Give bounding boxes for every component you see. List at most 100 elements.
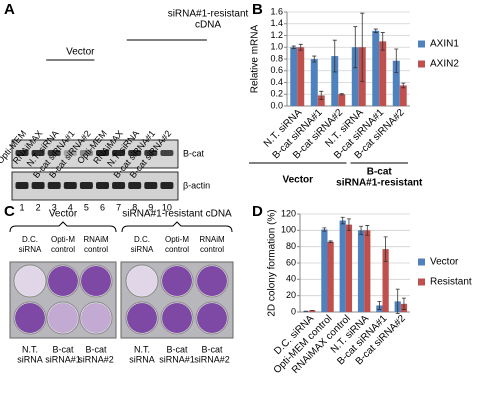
well-colonies xyxy=(127,303,157,333)
error-bar xyxy=(312,55,317,63)
well-label: N.T. xyxy=(22,344,38,354)
error-bar xyxy=(298,43,303,51)
well-colonies xyxy=(162,303,192,333)
panel-letter: C xyxy=(4,203,15,220)
group-label: Vector xyxy=(49,209,78,220)
bar xyxy=(310,59,318,106)
well-colonies xyxy=(15,266,45,296)
error-bar xyxy=(332,39,337,73)
well-colonies xyxy=(81,303,111,333)
lane-number: 10 xyxy=(162,202,172,212)
legend-label: Vector xyxy=(430,257,459,268)
y-tick-label: 1.6 xyxy=(270,6,283,16)
bar xyxy=(357,230,365,312)
legend-swatch xyxy=(418,40,425,48)
blot-band xyxy=(79,150,93,156)
bar xyxy=(392,60,400,106)
y-tick-label: 0.6 xyxy=(270,65,283,75)
error-bar xyxy=(328,240,333,243)
legend-swatch xyxy=(418,278,425,286)
well-colonies xyxy=(81,266,111,296)
bar xyxy=(339,220,346,312)
group-label: siRNA#1-resistant xyxy=(168,9,249,20)
blot-band xyxy=(47,150,61,156)
bar xyxy=(302,311,310,312)
blot-band xyxy=(112,182,126,189)
y-tick-label: 20 xyxy=(286,290,296,300)
blot-band xyxy=(144,150,158,156)
lane-number: 4 xyxy=(68,202,73,212)
well xyxy=(46,301,80,335)
group-label: Vector xyxy=(66,47,95,58)
y-axis-title: Relative mRNA xyxy=(250,25,261,94)
bar xyxy=(321,229,328,312)
group-label: siRNA#1-resistant xyxy=(336,178,423,189)
well xyxy=(125,264,159,298)
well-label: RNAiM xyxy=(83,235,109,244)
error-bar xyxy=(395,288,400,315)
lane-number: 3 xyxy=(52,202,57,212)
blot-band xyxy=(128,182,142,189)
lane-number: 2 xyxy=(36,202,41,212)
error-bar xyxy=(339,93,344,96)
well-label: siRNA#1 xyxy=(159,354,195,364)
y-axis-title: 2D colony formation (%) xyxy=(267,209,278,316)
legend-swatch xyxy=(418,258,425,266)
blot-band xyxy=(63,182,77,189)
band-label: β-actin xyxy=(183,180,210,190)
well-colonies xyxy=(15,303,45,333)
bar xyxy=(345,224,353,312)
y-tick-label: 0.4 xyxy=(270,77,283,87)
y-tick-label: 1.2 xyxy=(270,30,283,40)
blot-band xyxy=(96,150,109,156)
y-tick-label: 0.8 xyxy=(270,53,283,63)
well-label: D.C. xyxy=(134,235,150,244)
well-label: B-cat xyxy=(52,344,74,354)
well-label: B-cat xyxy=(85,344,107,354)
blot-band xyxy=(96,182,109,189)
error-bar xyxy=(401,82,406,89)
well-label: control xyxy=(84,245,108,254)
blot-band xyxy=(47,182,61,189)
well-label: control xyxy=(165,245,189,254)
bar xyxy=(297,47,305,106)
well-label: siRNA xyxy=(131,245,154,254)
band-label: B-cat xyxy=(183,148,205,158)
blot-band xyxy=(31,182,45,189)
error-bar xyxy=(359,225,364,235)
group-label: Vector xyxy=(282,175,313,186)
lane-number: 7 xyxy=(116,202,121,212)
blot-band xyxy=(15,182,29,189)
panel-letter: A xyxy=(4,1,15,18)
well xyxy=(13,264,47,298)
group-label: cDNA xyxy=(195,20,221,31)
well-label: siRNA xyxy=(19,245,42,254)
group-label: siRNA#1-resistant cDNA xyxy=(122,209,232,220)
error-bar xyxy=(401,297,406,310)
lane-number: 5 xyxy=(84,202,89,212)
y-tick-label: 100 xyxy=(281,225,296,235)
y-tick-label: 0 xyxy=(291,306,296,316)
bar xyxy=(290,47,298,106)
blot-band xyxy=(160,182,174,189)
bar xyxy=(317,95,325,106)
y-tick-label: 1.0 xyxy=(270,42,283,52)
well-colonies xyxy=(127,266,157,296)
bar xyxy=(382,249,389,312)
well-label: control xyxy=(51,245,75,254)
brace xyxy=(9,221,117,233)
error-bar xyxy=(394,48,399,73)
lane-number: 9 xyxy=(148,202,153,212)
well-label: D.C. xyxy=(22,235,38,244)
panel-letter: D xyxy=(252,203,263,220)
blot-band xyxy=(63,150,77,156)
error-bar xyxy=(360,12,365,82)
error-bar xyxy=(322,227,327,232)
error-bar xyxy=(340,216,345,225)
blot-band xyxy=(160,150,174,156)
panel-letter: B xyxy=(252,1,263,18)
error-bar xyxy=(373,28,378,33)
bar xyxy=(309,310,316,312)
